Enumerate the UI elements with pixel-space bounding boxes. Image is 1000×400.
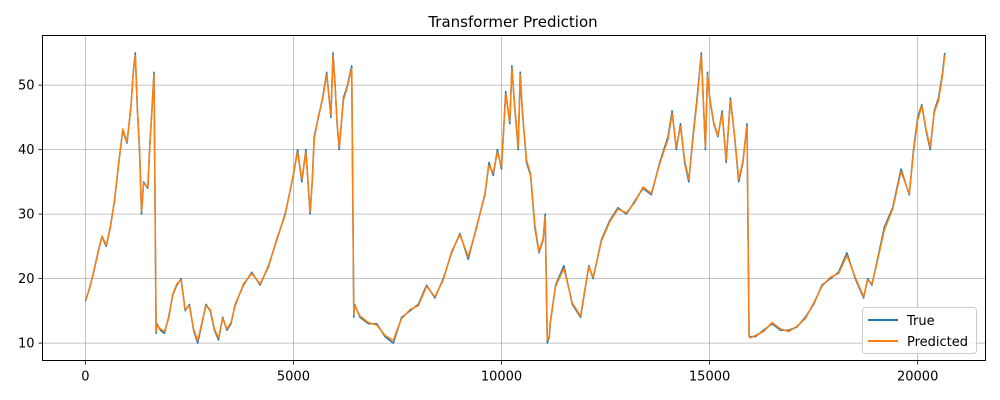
- series-layer: [84, 52, 946, 344]
- y-tick-label: 40: [18, 143, 35, 158]
- x-tick-label: 5000: [277, 370, 310, 385]
- y-tick-label: 30: [18, 208, 35, 223]
- x-tick-label: 10000: [481, 370, 522, 385]
- grid-lines: [42, 35, 986, 361]
- legend-label-true: True: [906, 314, 935, 329]
- plot-area-frame: [42, 35, 986, 361]
- y-tick-label: 10: [18, 337, 35, 352]
- y-axis: 10 20 30 40 50: [18, 79, 43, 352]
- y-tick-label: 50: [18, 79, 35, 94]
- x-tick-label: 0: [81, 370, 89, 385]
- x-tick-label: 20000: [897, 370, 938, 385]
- x-axis: 0 5000 10000 15000 20000: [81, 360, 938, 385]
- series-line-predicted: [84, 54, 946, 342]
- chart-title: Transformer Prediction: [427, 13, 597, 31]
- legend-label-predicted: Predicted: [907, 335, 968, 350]
- legend: True Predicted: [862, 307, 977, 354]
- y-tick-label: 20: [18, 272, 35, 287]
- x-tick-label: 15000: [689, 370, 730, 385]
